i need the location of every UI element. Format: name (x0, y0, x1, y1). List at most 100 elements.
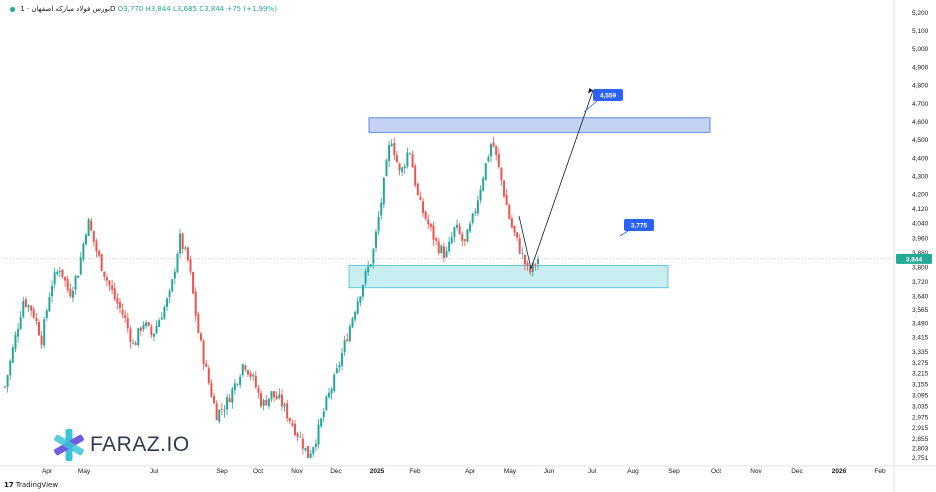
candle-body[interactable] (275, 396, 278, 400)
candle-body[interactable] (98, 250, 101, 256)
candle-body[interactable] (100, 254, 103, 271)
candle-body[interactable] (233, 383, 236, 390)
candle-body[interactable] (77, 275, 80, 278)
candle-body[interactable] (40, 335, 43, 345)
candle-body[interactable] (351, 318, 354, 328)
candle-body[interactable] (30, 305, 33, 311)
candle-body[interactable] (210, 383, 213, 397)
resistance-label-bg[interactable] (593, 89, 623, 101)
candle-body[interactable] (335, 368, 338, 373)
candle-body[interactable] (265, 400, 268, 406)
candle-body[interactable] (471, 213, 474, 223)
candle-body[interactable] (377, 216, 380, 231)
candle-body[interactable] (500, 167, 503, 181)
candle-body[interactable] (53, 272, 56, 285)
candle-body[interactable] (309, 453, 312, 458)
candle-body[interactable] (231, 388, 234, 403)
candle-body[interactable] (82, 243, 85, 260)
candle-body[interactable] (437, 241, 440, 254)
candle-body[interactable] (456, 224, 459, 228)
candle-body[interactable] (19, 317, 22, 330)
candle-body[interactable] (330, 389, 333, 394)
candle-body[interactable] (367, 266, 370, 273)
candle-body[interactable] (479, 189, 482, 201)
candle-body[interactable] (484, 163, 487, 180)
candle-body[interactable] (435, 238, 438, 241)
candle-body[interactable] (429, 223, 432, 227)
candle-body[interactable] (121, 309, 124, 315)
candle-body[interactable] (239, 376, 242, 385)
candle-body[interactable] (199, 333, 202, 341)
candle-body[interactable] (213, 396, 216, 404)
candle-body[interactable] (497, 154, 500, 167)
candle-body[interactable] (375, 231, 378, 248)
candle-body[interactable] (260, 392, 263, 407)
candle-body[interactable] (474, 211, 477, 213)
candle-body[interactable] (440, 245, 443, 253)
candle-body[interactable] (92, 230, 95, 242)
candle-body[interactable] (487, 157, 490, 162)
candle-body[interactable] (132, 342, 135, 344)
candle-body[interactable] (338, 365, 341, 368)
candle-body[interactable] (45, 310, 48, 319)
candle-body[interactable] (189, 259, 192, 272)
candle-body[interactable] (58, 271, 61, 273)
candle-body[interactable] (147, 322, 150, 326)
candle-body[interactable] (322, 411, 325, 418)
candle-body[interactable] (408, 153, 411, 155)
candle-body[interactable] (262, 399, 265, 406)
candle-body[interactable] (236, 384, 239, 385)
candle-body[interactable] (176, 253, 179, 273)
candle-body[interactable] (503, 180, 506, 197)
candle-body[interactable] (348, 326, 351, 342)
symbol-label[interactable]: فولاد مبارکه اصفهان · 1D (20, 5, 116, 13)
candle-body[interactable] (445, 251, 448, 258)
candle-body[interactable] (267, 398, 270, 407)
candle-body[interactable] (495, 145, 498, 155)
candle-body[interactable] (254, 375, 257, 388)
candle-body[interactable] (35, 317, 38, 322)
candle-body[interactable] (90, 220, 93, 231)
candle-body[interactable] (333, 374, 336, 391)
candle-body[interactable] (286, 403, 289, 419)
candle-body[interactable] (518, 238, 521, 254)
candle-body[interactable] (111, 285, 114, 291)
candle-body[interactable] (192, 272, 195, 294)
candle-body[interactable] (202, 340, 205, 364)
candle-body[interactable] (304, 447, 307, 451)
candle-body[interactable] (6, 375, 9, 387)
candle-body[interactable] (301, 438, 304, 449)
candle-body[interactable] (492, 142, 495, 147)
candle-body[interactable] (427, 219, 430, 225)
candle-body[interactable] (24, 299, 27, 307)
candle-body[interactable] (526, 263, 529, 266)
candle-body[interactable] (325, 396, 328, 411)
candle-body[interactable] (4, 386, 6, 388)
candle-body[interactable] (179, 233, 182, 254)
candle-body[interactable] (482, 178, 485, 191)
candle-body[interactable] (244, 365, 247, 370)
candle-body[interactable] (22, 301, 25, 318)
candle-body[interactable] (523, 254, 526, 265)
candle-body[interactable] (220, 409, 223, 410)
candle-body[interactable] (218, 409, 221, 422)
candle-body[interactable] (424, 211, 427, 220)
candle-body[interactable] (74, 276, 77, 290)
candle-body[interactable] (317, 424, 320, 445)
candle-body[interactable] (48, 297, 51, 312)
candle-body[interactable] (448, 241, 451, 252)
candle-body[interactable] (537, 259, 539, 264)
candle-body[interactable] (228, 397, 231, 403)
candle-body[interactable] (241, 364, 244, 376)
candle-body[interactable] (155, 325, 158, 334)
candle-body[interactable] (134, 342, 137, 346)
candle-body[interactable] (205, 363, 208, 368)
candle-body[interactable] (401, 167, 404, 173)
candle-body[interactable] (382, 177, 385, 205)
candle-body[interactable] (171, 279, 174, 292)
candle-body[interactable] (327, 392, 330, 398)
candle-body[interactable] (411, 154, 414, 168)
candle-body[interactable] (393, 142, 396, 156)
support-zone[interactable] (348, 265, 669, 289)
candle-body[interactable] (27, 305, 30, 308)
